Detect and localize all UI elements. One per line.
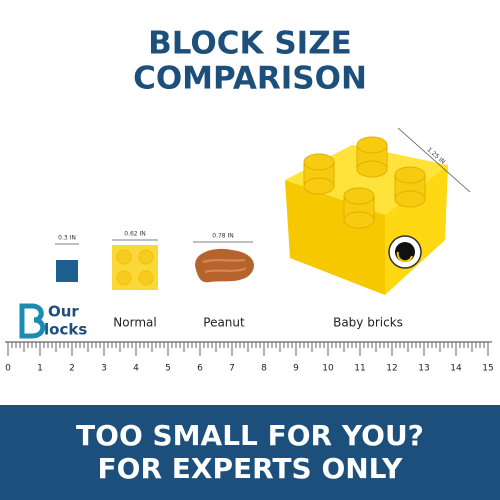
size-label: 0.3 IN xyxy=(58,235,76,242)
footer-line: FOR EXPERTS ONLY xyxy=(98,452,404,485)
caption: Normal xyxy=(113,316,156,330)
ruler-number: 7 xyxy=(229,364,235,374)
ruler-number: 10 xyxy=(322,364,334,374)
tiny-block xyxy=(56,260,78,282)
ruler-number: 3 xyxy=(101,364,107,374)
footer-band xyxy=(0,405,500,500)
ruler-number: 4 xyxy=(133,364,139,374)
peanut xyxy=(195,248,254,283)
logo: Our locks xyxy=(19,303,87,339)
ruler-number: 5 xyxy=(165,364,171,374)
ruler-number: 15 xyxy=(482,364,493,374)
ruler-number: 6 xyxy=(197,364,203,374)
logo-text: Our xyxy=(48,303,79,321)
ruler-number: 1 xyxy=(37,364,43,374)
logo-text: locks xyxy=(44,321,87,339)
ruler-number: 11 xyxy=(354,364,365,374)
title-line: COMPARISON xyxy=(133,61,367,97)
caption: Baby bricks xyxy=(333,316,403,330)
ruler-number: 13 xyxy=(418,364,429,374)
size-label: 0.78 IN xyxy=(212,233,234,240)
size-label: 0.62 IN xyxy=(124,231,146,238)
ruler: 0 1 2 3 4 5 6 7 8 9 10 11 12 13 14 15 xyxy=(5,341,494,374)
caption: Peanut xyxy=(203,316,245,330)
peanut-texture xyxy=(202,259,247,273)
footer-line: TOO SMALL FOR YOU? xyxy=(76,419,424,452)
title-line: BLOCK SIZE xyxy=(148,26,352,62)
dimension-line xyxy=(397,127,471,193)
ruler-number: 12 xyxy=(386,364,397,374)
ruler-number: 8 xyxy=(261,364,267,374)
ruler-number: 2 xyxy=(69,364,75,374)
studs xyxy=(116,249,154,286)
ruler-number: 14 xyxy=(450,364,462,374)
ruler-number: 9 xyxy=(293,364,299,374)
baby-brick xyxy=(285,136,448,295)
ruler-number: 0 xyxy=(5,364,11,374)
